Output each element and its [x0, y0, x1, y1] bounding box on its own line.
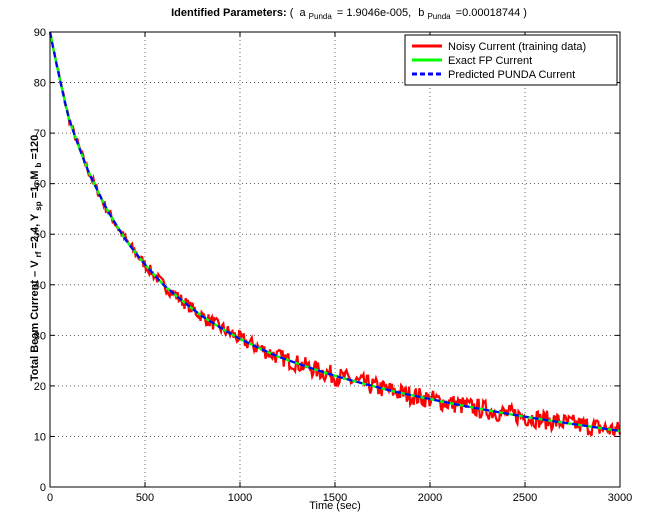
y-tick-label: 20 — [34, 381, 46, 393]
ylabel-sub-sp: sp — [34, 201, 43, 210]
x-tick-label: 3000 — [608, 492, 632, 504]
y-tick-label: 50 — [34, 229, 46, 241]
legend-label-predicted: Predicted PUNDA Current — [448, 69, 575, 81]
x-tick-label: 1000 — [228, 492, 252, 504]
x-tick-label: 2000 — [418, 492, 442, 504]
x-tick-label: 500 — [136, 492, 154, 504]
x-tick-label: 2500 — [513, 492, 537, 504]
legend-label-noisy: Noisy Current (training data) — [448, 41, 586, 53]
y-tick-label: 60 — [34, 179, 46, 191]
legend: Noisy Current (training data) Exact FP C… — [404, 34, 618, 86]
ylabel-part4: =120 — [29, 135, 41, 160]
ylabel-sub-rf: rf — [34, 251, 43, 257]
plot-frame — [49, 31, 621, 488]
chart-title: Identified Parameters: ( a Punda = 1.904… — [171, 7, 527, 22]
ylabel-sub-b: b — [34, 162, 43, 167]
y-tick-label: 90 — [34, 27, 46, 39]
y-tick-label: 10 — [34, 431, 46, 443]
ylabel-part1: Total Beam Current – V — [29, 260, 41, 381]
y-tick-label: 70 — [34, 128, 46, 140]
series-layer — [48, 31, 622, 437]
x-tick-label: 0 — [47, 492, 53, 504]
y-tick-label: 0 — [40, 482, 46, 494]
y-tick-label: 40 — [34, 280, 46, 292]
title-a-label: a — [299, 7, 306, 19]
x-axis-label: Time (sec) — [309, 500, 361, 512]
title-b-value: =0.00018744 ) — [456, 7, 527, 19]
y-axis-label: Total Beam Current – V rf =2.4, Y sp =1,… — [29, 135, 44, 382]
title-a-value: = 1.9046e-005, — [337, 7, 411, 19]
title-open-paren: ( — [290, 7, 297, 19]
tick-labels: 0 500 1000 1500 2000 2500 3000 0 10 20 30 40 50 60 70 8… — [34, 27, 632, 504]
title-b-label: b — [418, 7, 424, 19]
y-tick-label: 30 — [34, 330, 46, 342]
x-tick-label: 1500 — [323, 492, 347, 504]
y-tick-label: 80 — [34, 78, 46, 90]
title-bold: Identified Parameters: — [171, 7, 287, 19]
series-line-predicted-punda-current — [48, 31, 621, 432]
title-a-sub: Punda — [309, 12, 333, 21]
ylabel-part3: =1, M — [29, 170, 41, 198]
legend-label-exact: Exact FP Current — [448, 55, 532, 67]
title-b-sub: Punda — [427, 12, 451, 21]
ylabel-part2: =2.4, Y — [29, 213, 41, 249]
